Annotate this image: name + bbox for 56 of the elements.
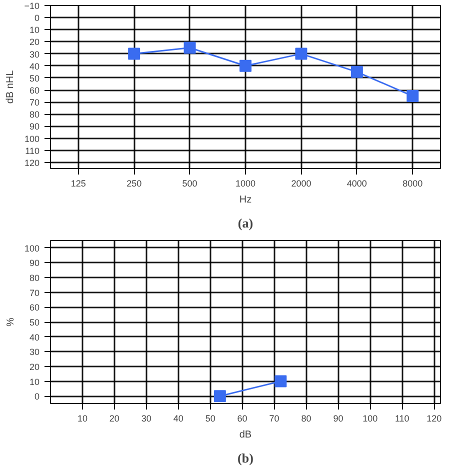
y-tick-label: 60 bbox=[29, 302, 40, 313]
x-tick-label: 120 bbox=[426, 414, 442, 424]
x-axis-title: dB bbox=[239, 430, 252, 440]
x-tick-label: 30 bbox=[141, 414, 152, 424]
point bbox=[406, 90, 419, 102]
y-axis-title: dB nHL bbox=[5, 70, 16, 104]
point bbox=[184, 42, 196, 54]
y-tick-label: 80 bbox=[29, 273, 40, 284]
x-tick-label: 4000 bbox=[346, 178, 367, 188]
y-tick-label: 120 bbox=[24, 158, 40, 168]
x-tick-label: 70 bbox=[269, 414, 280, 424]
y-tick-label: 10 bbox=[29, 376, 40, 387]
y-tick-label: 30 bbox=[29, 347, 40, 358]
text: (a) bbox=[238, 216, 254, 230]
y-tick-label: 40 bbox=[29, 61, 40, 72]
y-tick-label: 110 bbox=[25, 146, 40, 156]
y-tick-label: 0 bbox=[34, 392, 40, 402]
x-tick-label: 125 bbox=[70, 178, 86, 188]
text: (b) bbox=[238, 450, 254, 466]
x-axis-title: Hz bbox=[239, 194, 252, 206]
x-tick-label: 60 bbox=[237, 414, 248, 424]
y-tick-label: 0 bbox=[34, 13, 40, 24]
x-tick-label: 80 bbox=[301, 414, 312, 424]
x-tick-label: 250 bbox=[126, 178, 142, 188]
x-tick-label: 8000 bbox=[402, 178, 423, 188]
point bbox=[240, 60, 252, 72]
x-tick-label: 1000 bbox=[235, 178, 256, 188]
x-tick-label: 40 bbox=[173, 414, 184, 424]
y-tick-label: 50 bbox=[29, 318, 40, 328]
y-tick-label: 100 bbox=[24, 243, 40, 254]
x-tick-label: 90 bbox=[333, 414, 344, 424]
y-tick-label: 70 bbox=[29, 288, 40, 298]
x-tick-label: 110 bbox=[394, 414, 410, 424]
x-tick-label: 20 bbox=[109, 414, 120, 424]
y-tick-label: 20 bbox=[29, 362, 40, 372]
y-tick-label: 30 bbox=[29, 49, 40, 60]
y-tick-label: 80 bbox=[29, 110, 40, 120]
y-axis-title: % bbox=[5, 317, 16, 326]
y-tick-label: 40 bbox=[29, 332, 40, 342]
x-tick-label: 50 bbox=[205, 414, 216, 424]
y-tick-label: 90 bbox=[29, 122, 40, 132]
point bbox=[350, 66, 363, 78]
y-tick-label: 50 bbox=[29, 73, 40, 84]
point bbox=[295, 48, 308, 60]
x-tick-label: 10 bbox=[77, 414, 88, 424]
y-tick-label: 60 bbox=[29, 86, 40, 96]
point bbox=[128, 48, 140, 60]
y-tick-label: 70 bbox=[29, 98, 40, 108]
x-tick-label: 100 bbox=[362, 414, 378, 424]
y-tick-label: 100 bbox=[24, 134, 40, 144]
y-tick-label: −10 bbox=[24, 1, 40, 11]
x-tick-label: 500 bbox=[182, 178, 198, 188]
x-tick-label: 2000 bbox=[291, 178, 312, 188]
y-tick-label: 10 bbox=[29, 25, 40, 36]
y-tick-label: 20 bbox=[29, 37, 40, 48]
y-tick-label: 90 bbox=[29, 258, 40, 268]
